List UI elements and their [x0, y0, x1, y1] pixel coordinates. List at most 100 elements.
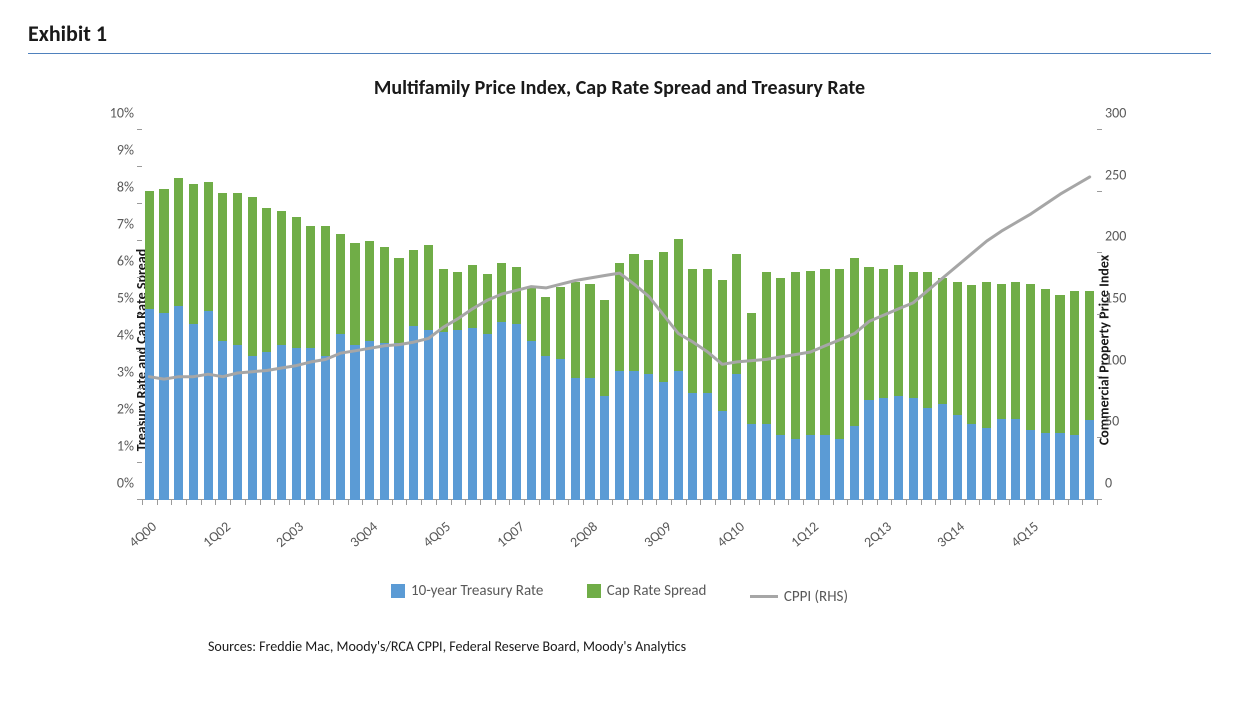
y-left-tick-label: 1%: [117, 438, 142, 455]
x-tick: [891, 500, 892, 505]
x-tick: [171, 500, 172, 505]
x-tick: [186, 500, 187, 505]
x-tick-label: 3Q14: [934, 518, 968, 551]
x-tick: [142, 500, 143, 505]
x-tick: [847, 500, 848, 505]
y-right-tick-label: 300: [1097, 105, 1126, 122]
x-tick: [451, 500, 452, 505]
x-tick: [862, 500, 863, 505]
plot: 0%1%2%3%4%5%6%7%8%9%10%05010015020025030…: [142, 130, 1097, 500]
y-right-tick: [1097, 191, 1102, 192]
x-tick: [480, 500, 481, 505]
x-tick: [230, 500, 231, 505]
x-tick-label: 2Q03: [273, 518, 307, 551]
legend-label: Cap Rate Spread: [607, 582, 707, 600]
x-tick: [260, 500, 261, 505]
x-tick: [304, 500, 305, 505]
x-tick-label: 1Q07: [493, 518, 527, 551]
x-tick-label: 4Q05: [420, 518, 454, 551]
x-tick: [553, 500, 554, 505]
x-tick: [157, 500, 158, 505]
x-tick-label: 1Q12: [787, 518, 821, 551]
y-left-tick: [137, 277, 142, 278]
x-tick: [612, 500, 613, 505]
x-tick: [788, 500, 789, 505]
x-tick: [744, 500, 745, 505]
x-tick: [1053, 500, 1054, 505]
y-left-tick: [137, 129, 142, 130]
x-tick: [818, 500, 819, 505]
x-tick: [1068, 500, 1069, 505]
x-tick: [715, 500, 716, 505]
x-tick: [1082, 500, 1083, 505]
x-tick-label: 4Q10: [713, 518, 747, 551]
x-tick: [436, 500, 437, 505]
x-tick: [348, 500, 349, 505]
x-tick: [730, 500, 731, 505]
y-left-tick-label: 3%: [117, 364, 142, 381]
y-left-tick: [137, 388, 142, 389]
x-tick: [362, 500, 363, 505]
y-left-tick: [137, 166, 142, 167]
y-right-tick: [1097, 129, 1102, 130]
x-tick: [877, 500, 878, 505]
y-left-tick: [137, 240, 142, 241]
legend-swatch-capspread: [587, 584, 601, 598]
exhibit-label: Exhibit 1: [28, 20, 1211, 47]
exhibit-page: Exhibit 1 Multifamily Price Index, Cap R…: [0, 0, 1239, 716]
x-tick: [583, 500, 584, 505]
x-tick: [994, 500, 995, 505]
x-tick: [759, 500, 760, 505]
x-tick: [245, 500, 246, 505]
line-layer: [142, 130, 1097, 500]
y-left-tick: [137, 314, 142, 315]
x-tick: [377, 500, 378, 505]
y-left-tick-label: 10%: [110, 105, 142, 122]
x-tick: [333, 500, 334, 505]
y-left-tick-label: 5%: [117, 290, 142, 307]
chart-area: Treasury Rate and Cap Rate Spread Commer…: [98, 130, 1141, 570]
y-right-tick-label: 50: [1097, 413, 1119, 430]
x-tick: [495, 500, 496, 505]
legend: 10-year Treasury Rate Cap Rate Spread CP…: [28, 582, 1211, 606]
y-left-tick-label: 2%: [117, 401, 142, 418]
legend-label: 10-year Treasury Rate: [411, 582, 543, 600]
legend-item-cppi: CPPI (RHS): [750, 588, 848, 606]
x-tick: [1038, 500, 1039, 505]
x-tick: [671, 500, 672, 505]
y-left-tick-label: 0%: [117, 475, 142, 492]
x-tick: [421, 500, 422, 505]
legend-label: CPPI (RHS): [784, 588, 848, 606]
x-tick: [774, 500, 775, 505]
chart-title: Multifamily Price Index, Cap Rate Spread…: [28, 76, 1211, 100]
x-tick-label: 4Q00: [126, 518, 160, 551]
x-tick: [539, 500, 540, 505]
y-left-tick: [137, 425, 142, 426]
x-tick: [1024, 500, 1025, 505]
x-tick: [656, 500, 657, 505]
x-tick: [568, 500, 569, 505]
legend-swatch-treasury: [391, 584, 405, 598]
y-right-tick: [1097, 376, 1102, 377]
y-right-tick-label: 150: [1097, 290, 1126, 307]
y-left-tick: [137, 462, 142, 463]
title-rule: [28, 53, 1211, 54]
y-right-tick: [1097, 437, 1102, 438]
x-tick: [289, 500, 290, 505]
y-right-tick-label: 100: [1097, 351, 1126, 368]
x-tick: [524, 500, 525, 505]
x-axis-labels: 4Q001Q022Q033Q044Q051Q072Q083Q094Q101Q12…: [142, 510, 1097, 570]
x-tick: [1097, 500, 1098, 505]
y-right-tick-label: 250: [1097, 166, 1126, 183]
x-tick: [627, 500, 628, 505]
x-tick: [803, 500, 804, 505]
y-left-tick-label: 8%: [117, 179, 142, 196]
x-tick: [950, 500, 951, 505]
legend-item-capspread: Cap Rate Spread: [587, 582, 707, 600]
x-tick: [935, 500, 936, 505]
x-tick-label: 3Q09: [640, 518, 674, 551]
x-tick: [921, 500, 922, 505]
x-tick: [700, 500, 701, 505]
x-tick: [597, 500, 598, 505]
plot-inner: 0%1%2%3%4%5%6%7%8%9%10%05010015020025030…: [142, 130, 1097, 500]
